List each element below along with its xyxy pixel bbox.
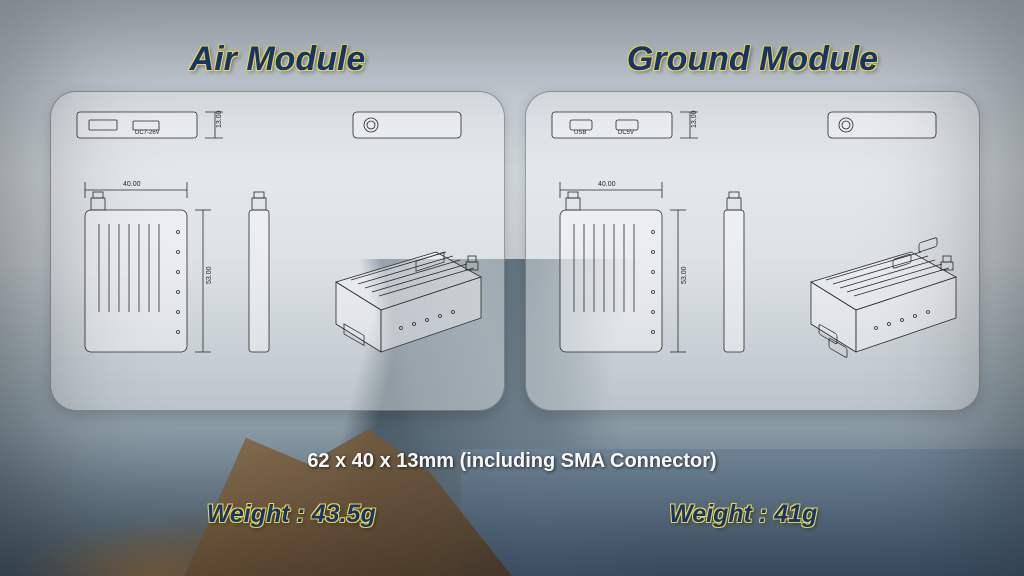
- air-iso-view: [306, 232, 491, 392]
- ground-port-dc: DC5V: [618, 130, 634, 136]
- air-front-view: 40.00: [71, 172, 241, 382]
- air-height-dim: 53.00: [206, 266, 213, 284]
- air-end-view: [351, 106, 471, 150]
- air-top-side-view: DC7-26V 13.00: [75, 106, 235, 150]
- air-depth-dim: 13.00: [216, 110, 223, 128]
- air-port-label: DC7-26V: [135, 130, 160, 136]
- modules-row: Air Module DC7-26V 13.00: [50, 40, 974, 411]
- ground-module-column: Ground Module USB DC5V 13.00: [525, 40, 980, 411]
- ground-iso-view: [781, 232, 966, 392]
- ground-module-panel: USB DC5V 13.00: [525, 91, 980, 411]
- ground-top-side-view: USB DC5V 13.00: [550, 106, 710, 150]
- content-area: Air Module DC7-26V 13.00: [0, 0, 1024, 576]
- air-weight: Weight : 43.5g: [207, 500, 376, 529]
- ground-front-view: 40.00: [546, 172, 716, 382]
- ground-width-dim: 40.00: [598, 181, 616, 188]
- air-module-panel: DC7-26V 13.00: [50, 91, 505, 411]
- overall-dimensions: 62 x 40 x 13mm (including SMA Connector): [0, 450, 1024, 473]
- ground-narrow-side: [714, 172, 754, 382]
- air-module-title: Air Module: [190, 40, 366, 79]
- ground-weight: Weight : 41g: [669, 500, 817, 529]
- air-narrow-side: [239, 172, 279, 382]
- ground-end-view: [826, 106, 946, 150]
- air-module-column: Air Module DC7-26V 13.00: [50, 40, 505, 411]
- ground-module-title: Ground Module: [627, 40, 878, 79]
- ground-depth-dim: 13.00: [691, 110, 698, 128]
- weights-row: Weight : 43.5g Weight : 41g: [0, 500, 1024, 529]
- air-width-dim: 40.00: [123, 181, 141, 188]
- ground-height-dim: 53.00: [681, 266, 688, 284]
- ground-port-usb: USB: [574, 130, 586, 136]
